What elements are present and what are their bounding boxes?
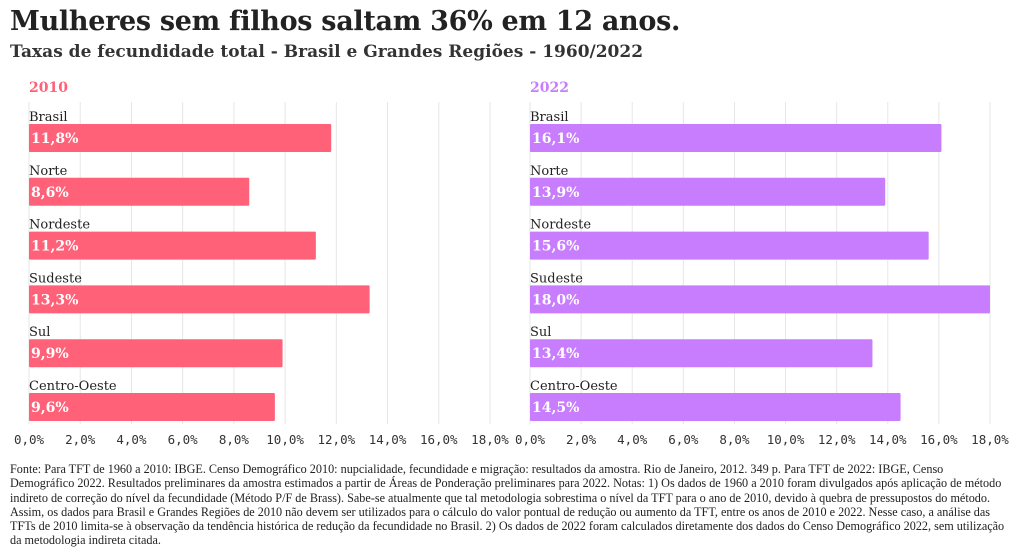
value-label-2010-sul: 9,9% bbox=[31, 346, 69, 362]
value-label-2022-centro-oeste: 14,5% bbox=[532, 400, 579, 416]
x-tick-label-2010-4: 8,0% bbox=[219, 432, 250, 447]
category-label-2010-sul: Sul bbox=[29, 325, 50, 340]
x-tick-label-2022-8: 16,0% bbox=[920, 432, 958, 447]
bar-2022-centro-oeste bbox=[530, 393, 901, 421]
x-tick-label-2022-6: 12,0% bbox=[818, 432, 856, 447]
x-tick-label-2010-8: 16,0% bbox=[420, 432, 458, 447]
x-tick-label-2022-0: 0,0% bbox=[515, 432, 546, 447]
bar-2022-sudeste bbox=[530, 285, 990, 314]
value-label-2022-sul: 13,4% bbox=[532, 346, 579, 362]
chart-subtitle: Taxas de fecundidade total - Brasil e Gr… bbox=[10, 42, 644, 62]
x-tick-label-2022-9: 18,0% bbox=[971, 432, 1009, 447]
category-label-2010-norte: Norte bbox=[29, 164, 68, 179]
x-tick-label-2022-1: 2,0% bbox=[566, 432, 597, 447]
category-label-2022-nordeste: Nordeste bbox=[530, 218, 591, 233]
category-label-2022-centro-oeste: Centro-Oeste bbox=[530, 379, 618, 394]
charts-area: 0,0% 2,0% 4,0% 6,0% 8,0% 10,0% 12,0% 14,0% 16,0%… bbox=[14, 102, 1009, 447]
category-label-2022-brasil: Brasil bbox=[530, 110, 569, 125]
value-label-2010-nordeste: 11,2% bbox=[31, 239, 78, 255]
bar-2010-sudeste bbox=[29, 285, 370, 314]
x-tick-label-2022-7: 14,0% bbox=[869, 432, 907, 447]
bar-2010-brasil bbox=[29, 124, 332, 152]
bar-2010-sul bbox=[29, 339, 283, 368]
bar-2022-sul bbox=[530, 339, 873, 368]
value-label-2022-sudeste: 18,0% bbox=[532, 292, 579, 308]
bar-2022-norte bbox=[530, 177, 886, 206]
category-label-2022-sul: Sul bbox=[530, 325, 551, 340]
chart-title: Mulheres sem filhos saltam 36% em 12 ano… bbox=[10, 6, 681, 37]
bar-2022-brasil bbox=[530, 124, 942, 152]
category-label-2010-nordeste: Nordeste bbox=[29, 218, 90, 233]
x-tick-label-2010-9: 18,0% bbox=[471, 432, 509, 447]
bar-2010-norte bbox=[29, 177, 250, 206]
panel-title-2022: 2022 bbox=[530, 80, 569, 96]
value-label-2010-norte: 8,6% bbox=[31, 185, 69, 201]
x-tick-label-2022-2: 4,0% bbox=[617, 432, 648, 447]
value-label-2022-norte: 13,9% bbox=[532, 185, 579, 201]
x-tick-label-2022-5: 10,0% bbox=[767, 432, 805, 447]
x-tick-label-2010-3: 6,0% bbox=[168, 432, 199, 447]
bar-2022-nordeste bbox=[530, 231, 929, 260]
category-label-2010-brasil: Brasil bbox=[29, 110, 68, 125]
source-note: Fonte: Para TFT de 1960 a 2010: IBGE. Ce… bbox=[10, 462, 1005, 548]
bar-2010-centro-oeste bbox=[29, 393, 275, 421]
panel-title-2010: 2010 bbox=[29, 80, 68, 96]
bar-2010-nordeste bbox=[29, 231, 316, 260]
category-label-2022-norte: Norte bbox=[530, 164, 569, 179]
x-tick-label-2010-6: 12,0% bbox=[318, 432, 356, 447]
x-tick-label-2010-0: 0,0% bbox=[14, 432, 45, 447]
category-label-2010-centro-oeste: Centro-Oeste bbox=[29, 379, 117, 394]
x-tick-label-2010-5: 10,0% bbox=[266, 432, 304, 447]
value-label-2022-nordeste: 15,6% bbox=[532, 239, 579, 255]
x-tick-label-2010-2: 4,0% bbox=[116, 432, 147, 447]
value-label-2010-brasil: 11,8% bbox=[31, 131, 78, 147]
x-tick-label-2010-7: 14,0% bbox=[369, 432, 407, 447]
category-label-2022-sudeste: Sudeste bbox=[530, 271, 583, 286]
x-tick-label-2022-4: 8,0% bbox=[719, 432, 750, 447]
value-label-2022-brasil: 16,1% bbox=[532, 131, 579, 147]
value-label-2010-sudeste: 13,3% bbox=[31, 292, 78, 308]
category-label-2010-sudeste: Sudeste bbox=[29, 271, 82, 286]
value-label-2010-centro-oeste: 9,6% bbox=[31, 400, 69, 416]
x-tick-label-2010-1: 2,0% bbox=[65, 432, 96, 447]
x-tick-label-2022-3: 6,0% bbox=[668, 432, 699, 447]
